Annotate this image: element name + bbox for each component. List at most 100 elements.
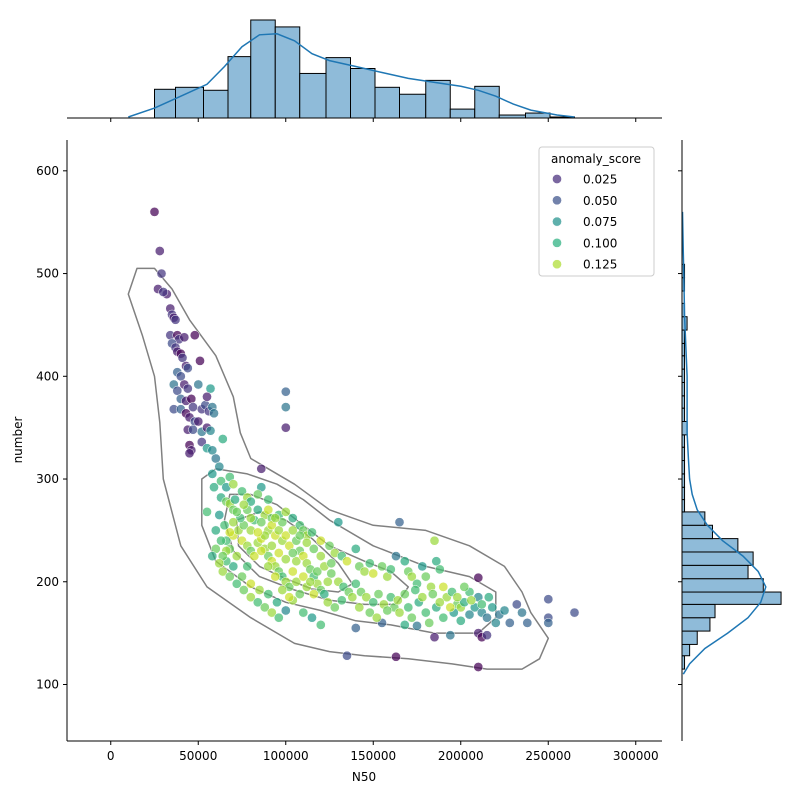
scatter-point (371, 612, 382, 623)
scatter-point (193, 379, 204, 390)
scatter-point (188, 402, 198, 412)
top-hist-bar (425, 79, 451, 119)
top-marginal-histogram (67, 19, 662, 122)
scatter-point (207, 469, 218, 479)
scatter-point (263, 494, 274, 505)
scatter-point (186, 394, 197, 404)
right-hist-bar (681, 617, 711, 632)
legend-label: 0.075 (583, 215, 617, 229)
scatter-point (438, 612, 449, 623)
scatter-point (256, 546, 267, 556)
top-hist-bar (299, 72, 327, 119)
right-hist-bar (681, 524, 713, 540)
top-hist-bar (325, 57, 351, 119)
y-axis-label: number (11, 417, 25, 464)
scatter-point (195, 356, 205, 366)
scatter-point (342, 556, 352, 567)
x-tick-label: 200000 (438, 749, 484, 763)
scatter-point (336, 595, 347, 606)
scatter-point (511, 599, 522, 610)
scatter-point (209, 482, 219, 493)
scatter-point (184, 448, 195, 459)
scatter-point (219, 520, 230, 531)
scatter-point (238, 585, 249, 595)
scatter-point (214, 558, 225, 569)
main-plot: 0 50000 100000 150000 200000 250000 300000 100… (11, 140, 662, 784)
scatter-point (259, 602, 270, 613)
scatter-point (228, 561, 239, 572)
scatter-point (210, 525, 221, 536)
scatter-point (214, 461, 225, 472)
scatter-point (231, 551, 242, 561)
legend-marker (552, 259, 562, 270)
scatter-point (175, 371, 186, 382)
legend-label: 0.050 (583, 194, 617, 208)
scatter-point (342, 650, 352, 661)
scatter-point (391, 651, 401, 662)
top-hist-bar (250, 19, 276, 119)
scatter-point (394, 607, 405, 618)
scatter-point (319, 589, 330, 599)
scatter-point (417, 561, 428, 572)
legend-marker (552, 238, 562, 248)
scatter-point (224, 527, 235, 538)
scatter-point (420, 607, 431, 618)
scatter-point (207, 445, 218, 456)
kde-contour-0 (127, 267, 550, 670)
scatter-point (434, 597, 445, 608)
scatter-point (266, 540, 277, 551)
scatter-point (504, 618, 515, 628)
scatter-point (242, 561, 253, 572)
top-hist-bar (374, 86, 400, 119)
scatter-point (230, 494, 240, 505)
scatter-point (445, 630, 456, 641)
scatter-point (517, 607, 527, 618)
right-kde-line (681, 211, 767, 675)
scatter-point (307, 612, 317, 623)
scatter-point (385, 564, 396, 575)
scatter-point (149, 207, 160, 217)
scatter-point (245, 592, 256, 603)
scatter-point (273, 548, 284, 558)
scatter-point (315, 620, 326, 630)
scatter-point (392, 595, 403, 606)
x-tick-label: 100000 (263, 749, 309, 763)
scatter-point (466, 595, 477, 606)
scatter-point (455, 615, 466, 626)
scatter-point (193, 416, 204, 427)
scatter-point (158, 287, 169, 297)
scatter-point (429, 535, 440, 546)
top-hist-bar (227, 56, 252, 119)
legend: anomaly_score 0.025 0.050 0.075 0.100 0.125 (538, 146, 655, 277)
scatter-point (270, 513, 281, 523)
scatter-point (482, 630, 492, 641)
scatter-point (182, 383, 193, 394)
scatter-point (287, 525, 298, 536)
scatter-point (417, 592, 428, 603)
scatter-point (377, 561, 387, 572)
scatter-point (322, 597, 333, 608)
scatter-point (368, 568, 379, 579)
scatter-point (364, 607, 375, 618)
scatter-point (373, 589, 384, 599)
scatter-point (473, 662, 484, 672)
scatter-point (205, 425, 216, 436)
scatter-point (499, 605, 510, 616)
top-hist-bar (350, 68, 376, 119)
legend-label: 0.025 (583, 173, 617, 187)
legend-label: 0.100 (583, 236, 617, 250)
scatter-point (391, 551, 401, 561)
legend-frame (538, 146, 655, 277)
legend-marker (552, 195, 562, 206)
scatter-point (431, 556, 442, 567)
scatter-point (217, 566, 228, 577)
right-hist-bar (681, 603, 716, 619)
scatter-point (483, 592, 494, 603)
scatter-point (252, 489, 263, 500)
scatter-point (263, 504, 274, 515)
scatter-point (347, 592, 358, 603)
scatter-point (154, 246, 165, 256)
top-hist-bar (274, 26, 301, 119)
scatter-point (270, 571, 281, 582)
